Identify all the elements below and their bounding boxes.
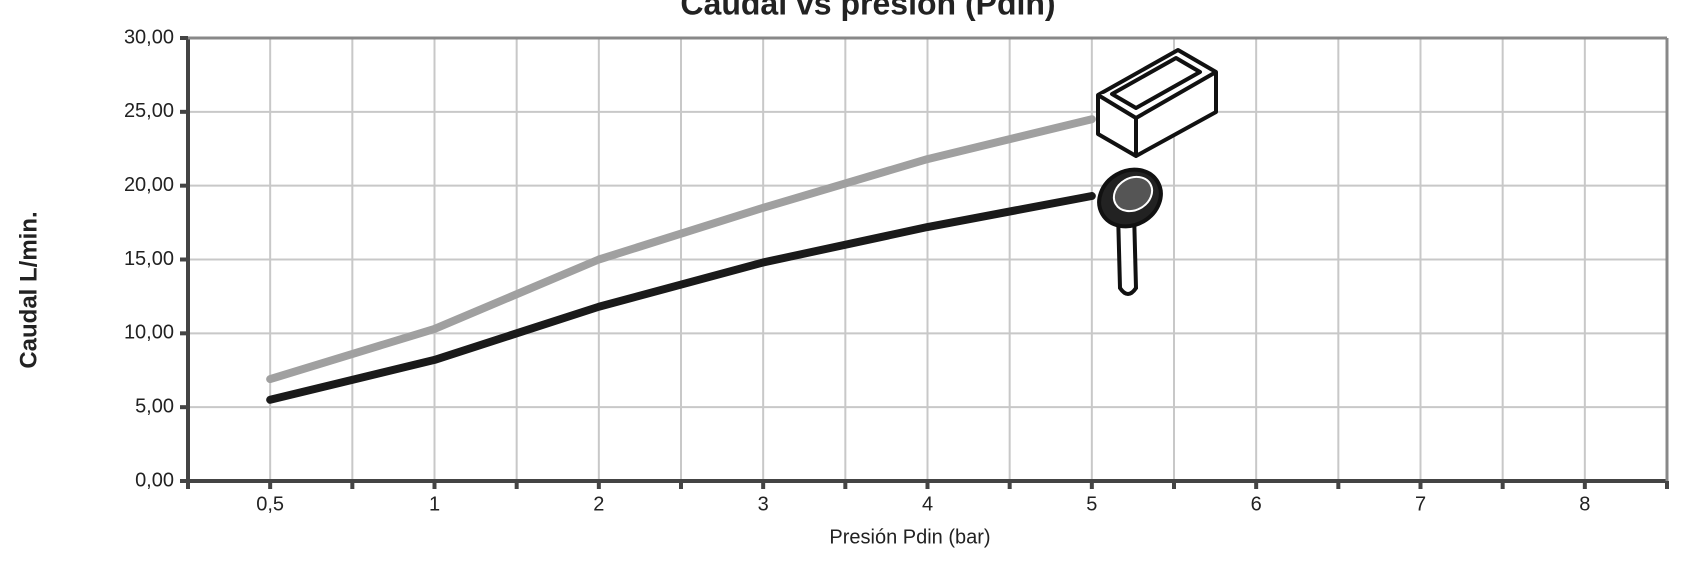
y-tick-label: 30,00: [124, 26, 174, 48]
shower-icon: [1097, 167, 1163, 296]
x-axis-label: Presión Pdin (bar): [829, 526, 990, 548]
x-tick-label: 1: [429, 493, 440, 515]
series-line: [266, 192, 1096, 404]
x-tick-label: 5: [1086, 493, 1097, 515]
y-tick-label: 15,00: [124, 248, 174, 270]
x-tick-label: 7: [1415, 493, 1426, 515]
y-tick-label: 25,00: [124, 100, 174, 122]
series-line: [266, 115, 1096, 384]
y-tick-label: 0,00: [135, 469, 174, 491]
x-tick-label: 0,5: [256, 493, 284, 515]
y-tick-label: 20,00: [124, 174, 174, 196]
bathtub-icon: [1096, 48, 1218, 158]
y-axis-label: Caudal L/min.: [15, 211, 42, 368]
x-tick-label: 8: [1579, 493, 1590, 515]
y-tick-label: 5,00: [135, 395, 174, 417]
y-tick-label: 10,00: [124, 322, 174, 344]
x-tick-label: 6: [1251, 493, 1262, 515]
x-tick-label: 4: [922, 493, 933, 515]
chart-title: Caudal vs presión (Pdin): [680, 0, 1055, 21]
x-tick-label: 3: [758, 493, 769, 515]
plot: 0,00 5,00 10,00 15,00 20,00 25,00 30,00 0,5 1 2 3 4…: [124, 26, 1669, 515]
x-tick-label: 2: [593, 493, 604, 515]
